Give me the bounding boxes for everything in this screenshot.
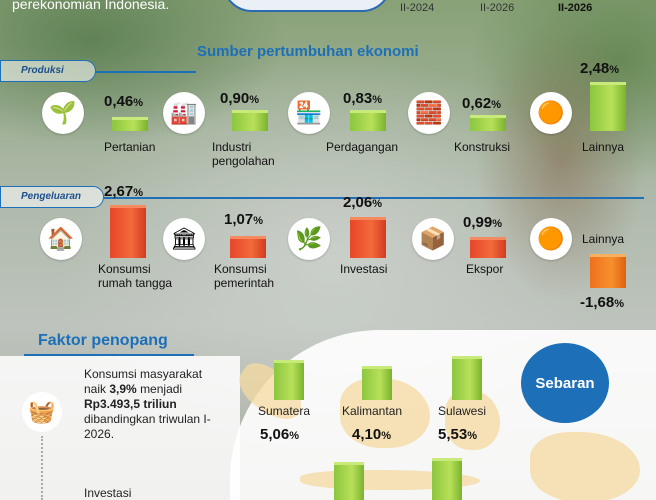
value-ekspor: 0,99% [463,214,502,231]
factor-divider [24,354,194,356]
value-konsumsi-pemerintah: 1,07% [224,211,263,228]
value-lainnya-pengeluaran: -1,68% [580,294,624,311]
hexagon-cluster-icon: 🟠 [530,92,572,134]
brick-wall-icon: 🧱 [408,92,450,134]
bar-perdagangan [350,110,386,131]
value-kalimantan: 4,10% [352,426,391,443]
expenditure-divider [104,197,644,199]
investment-description: Investasi [84,486,132,500]
bar-sumatera [274,360,304,400]
factory-crate-icon: 🏭 [163,92,205,134]
value-konsumsi-rt: 2,67% [104,183,143,200]
value-industri: 0,90% [220,90,259,107]
map-papua-shape [530,432,640,500]
plant-bowl-icon: 🌱 [42,92,84,134]
value-konstruksi: 0,62% [462,95,501,112]
bar-konsumsi-pemerintah [230,236,266,258]
value-sulawesi: 5,53% [438,426,477,443]
bar-lainnya-pengeluaran [590,254,626,288]
value-sumatera: 5,06% [260,426,299,443]
value-investasi: 2,06% [343,194,382,211]
seedling-coin-icon: 🌿 [288,218,330,260]
bar-sulawesi [452,356,482,400]
label-konstruksi: Konstruksi [454,140,511,154]
factor-title: Faktor penopang [38,332,168,349]
section-title: Sumber pertumbuhan ekonomi [197,43,419,60]
hexagon-cluster-icon-2: 🟠 [530,218,572,260]
shopping-basket-icon: 🧺 [22,392,62,432]
bar-konstruksi [470,115,506,131]
label-sumatera: Sumatera [258,404,311,418]
bar-konsumsi-rt [110,205,146,258]
bar-kalimantan [362,366,392,400]
production-pill: Produksi [0,60,96,82]
house-icon: 🏠 [40,218,82,260]
period-label-2: II-2026 [480,2,515,14]
bar-investasi [350,217,386,258]
label-pertanian: Pertanian [104,140,156,154]
label-industri: Industri pengolahan [212,140,275,168]
bar-lainnya-produksi [590,82,626,131]
label-lainnya-produksi: Lainnya [582,140,625,154]
bar-ekspor [470,237,506,258]
expenditure-pill: Pengeluaran [0,186,104,208]
label-kalimantan: Kalimantan [342,404,403,418]
label-perdagangan: Perdagangan [326,140,399,154]
consumption-description: Konsumsi masyarakat naik 3,9% menjadi Rp… [84,367,211,441]
value-pertanian: 0,46% [104,93,143,110]
label-investasi: Investasi [340,262,388,276]
bar-region-5 [432,458,462,500]
value-perdagangan: 0,83% [343,90,382,107]
government-building-icon: 🏛 [163,218,205,260]
value-lainnya-produksi: 2,48% [580,60,619,77]
period-label-1: II-2024 [400,2,435,14]
bar-region-4 [334,462,364,500]
intro-text: perekonomian Indonesia. [12,0,170,12]
label-konsumsi-pemerintah: Konsumsi pemerintah [214,262,275,290]
production-divider [96,71,196,73]
map-sulawesi-shape [445,390,500,450]
shop-icon: 🏪 [288,92,330,134]
export-box-icon: 📦 [412,218,454,260]
label-lainnya-pengeluaran: Lainnya [582,232,625,246]
distribution-badge: Sebaran [521,343,609,423]
header-card [222,0,392,12]
period-label-3: II-2026 [558,2,593,14]
timeline-dotted-line [41,436,43,500]
bar-industri [232,110,268,131]
bar-pertanian [112,117,148,131]
label-sulawesi: Sulawesi [438,404,487,418]
label-ekspor: Ekspor [466,262,504,276]
label-konsumsi-rt: Konsumsi rumah tangga [98,262,173,290]
